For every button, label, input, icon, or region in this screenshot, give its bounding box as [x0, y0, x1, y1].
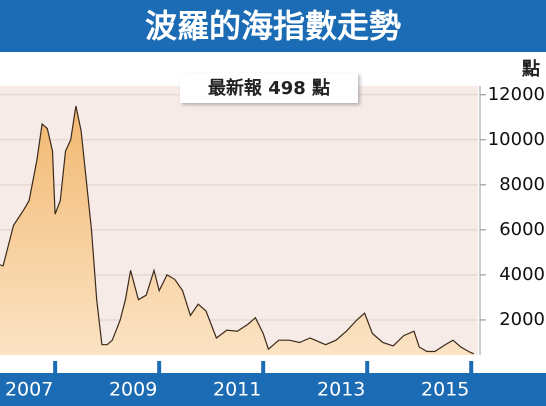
x-axis-band [0, 373, 546, 406]
x-tick-label: 2009 [109, 379, 157, 401]
annotation: 最新報 498 點 [208, 77, 330, 99]
x-tick [157, 361, 162, 373]
x-tick [261, 361, 266, 373]
y-tick-label: 10000 [488, 129, 545, 150]
chart-title: 波羅的海指數走勢 [145, 7, 401, 45]
x-tick-label: 2007 [5, 379, 53, 401]
x-tick [53, 361, 58, 373]
y-tick-label: 6000 [499, 219, 545, 240]
annotation-box [180, 73, 358, 103]
x-tick [469, 361, 474, 373]
x-axis: 2007 2009 2011 2013 2015 [5, 361, 474, 401]
y-unit: 點 [521, 59, 540, 80]
title-bar [0, 0, 546, 52]
y-tick-label: 2000 [499, 309, 545, 330]
y-tick-label: 8000 [499, 174, 545, 195]
x-tick-label: 2011 [213, 379, 261, 401]
y-tick-label: 12000 [488, 84, 545, 105]
y-tick-label: 4000 [499, 264, 545, 285]
marks [0, 105, 475, 355]
x-tick-label: 2015 [421, 379, 469, 401]
x-tick [365, 361, 370, 373]
line [0, 105, 475, 355]
x-tick-label: 2013 [317, 379, 365, 401]
